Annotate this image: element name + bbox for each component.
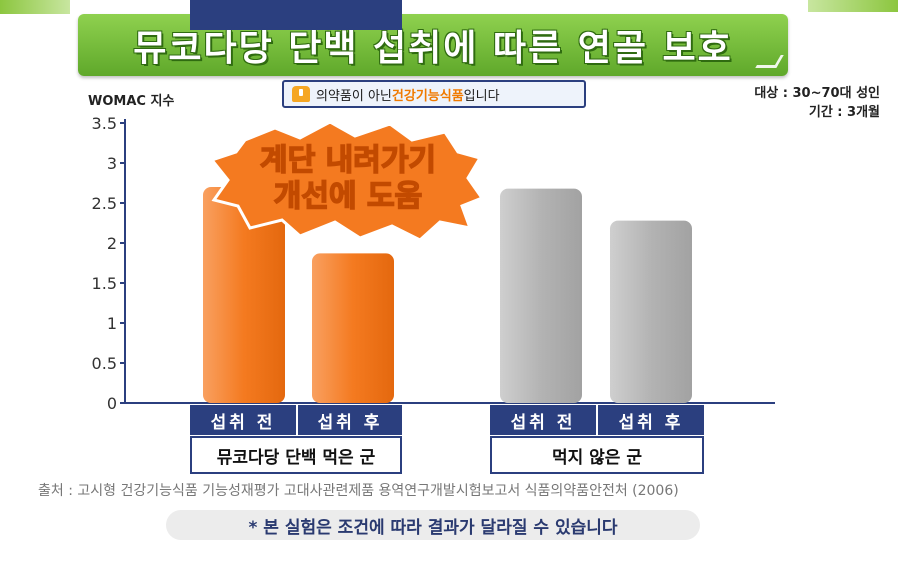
group1-category-row <box>190 0 402 30</box>
title-banner: 뮤코다당 단백 섭취에 따른 연골 보호 <box>78 14 788 76</box>
study-subjects: 대상 : 30~70대 성인 <box>754 86 880 101</box>
category-label-2: 섭취 후 <box>298 405 402 435</box>
bar-3 <box>500 188 582 403</box>
callout-line-2: 개선에 도움 <box>274 179 422 214</box>
y-axis-label: WOMAC 지수 <box>88 94 175 109</box>
notice-text-pre: 의약품이 아닌 <box>316 88 392 104</box>
corner-decoration-right <box>808 0 898 12</box>
disclaimer: * 본 실험은 조건에 따라 결과가 달라질 수 있습니다 <box>166 510 700 540</box>
callout-burst-shape <box>209 120 485 242</box>
notice-badge: 의약품이 아닌 건강기능식품 입니다 <box>282 80 586 108</box>
study-info: 대상 : 30~70대 성인 기간 : 3개월 <box>754 84 880 122</box>
y-tick-label: 3.5 <box>92 114 117 133</box>
source-citation: 출처 : 고시형 건강기능식품 기능성재평가 고대사관련제품 용역연구개발시험보… <box>38 483 679 499</box>
callout-burst: 계단 내려가기 개선에 도움 <box>209 120 485 242</box>
y-tick-label: 1.5 <box>92 274 117 293</box>
bar-2 <box>312 253 394 403</box>
notice-text-post: 입니다 <box>463 88 500 104</box>
category-label-3: 섭취 전 <box>490 405 596 435</box>
y-tick-label: 2 <box>107 234 117 253</box>
notice-text-highlight: 건강기능식품 <box>391 88 464 104</box>
page-title: 뮤코다당 단백 섭취에 따른 연골 보호 <box>133 28 733 69</box>
category-label-1: 섭취 전 <box>190 405 296 435</box>
bar-4 <box>610 220 692 403</box>
y-tick-label: 0.5 <box>92 354 117 373</box>
y-tick-label: 0 <box>107 394 117 413</box>
bar-1 <box>203 187 285 403</box>
y-tick-label: 1 <box>107 314 117 333</box>
group-label-2: 먹지 않은 군 <box>490 436 704 474</box>
group-label-1: 뮤코다당 단백 먹은 군 <box>190 436 402 474</box>
callout-line-1: 계단 내려가기 <box>260 143 436 178</box>
corner-decoration-left <box>0 0 70 14</box>
category-label-4: 섭취 후 <box>598 405 704 435</box>
y-tick-label: 2.5 <box>92 194 117 213</box>
study-period: 기간 : 3개월 <box>808 105 880 120</box>
y-tick-label: 3 <box>107 154 117 173</box>
warning-icon <box>292 86 310 102</box>
